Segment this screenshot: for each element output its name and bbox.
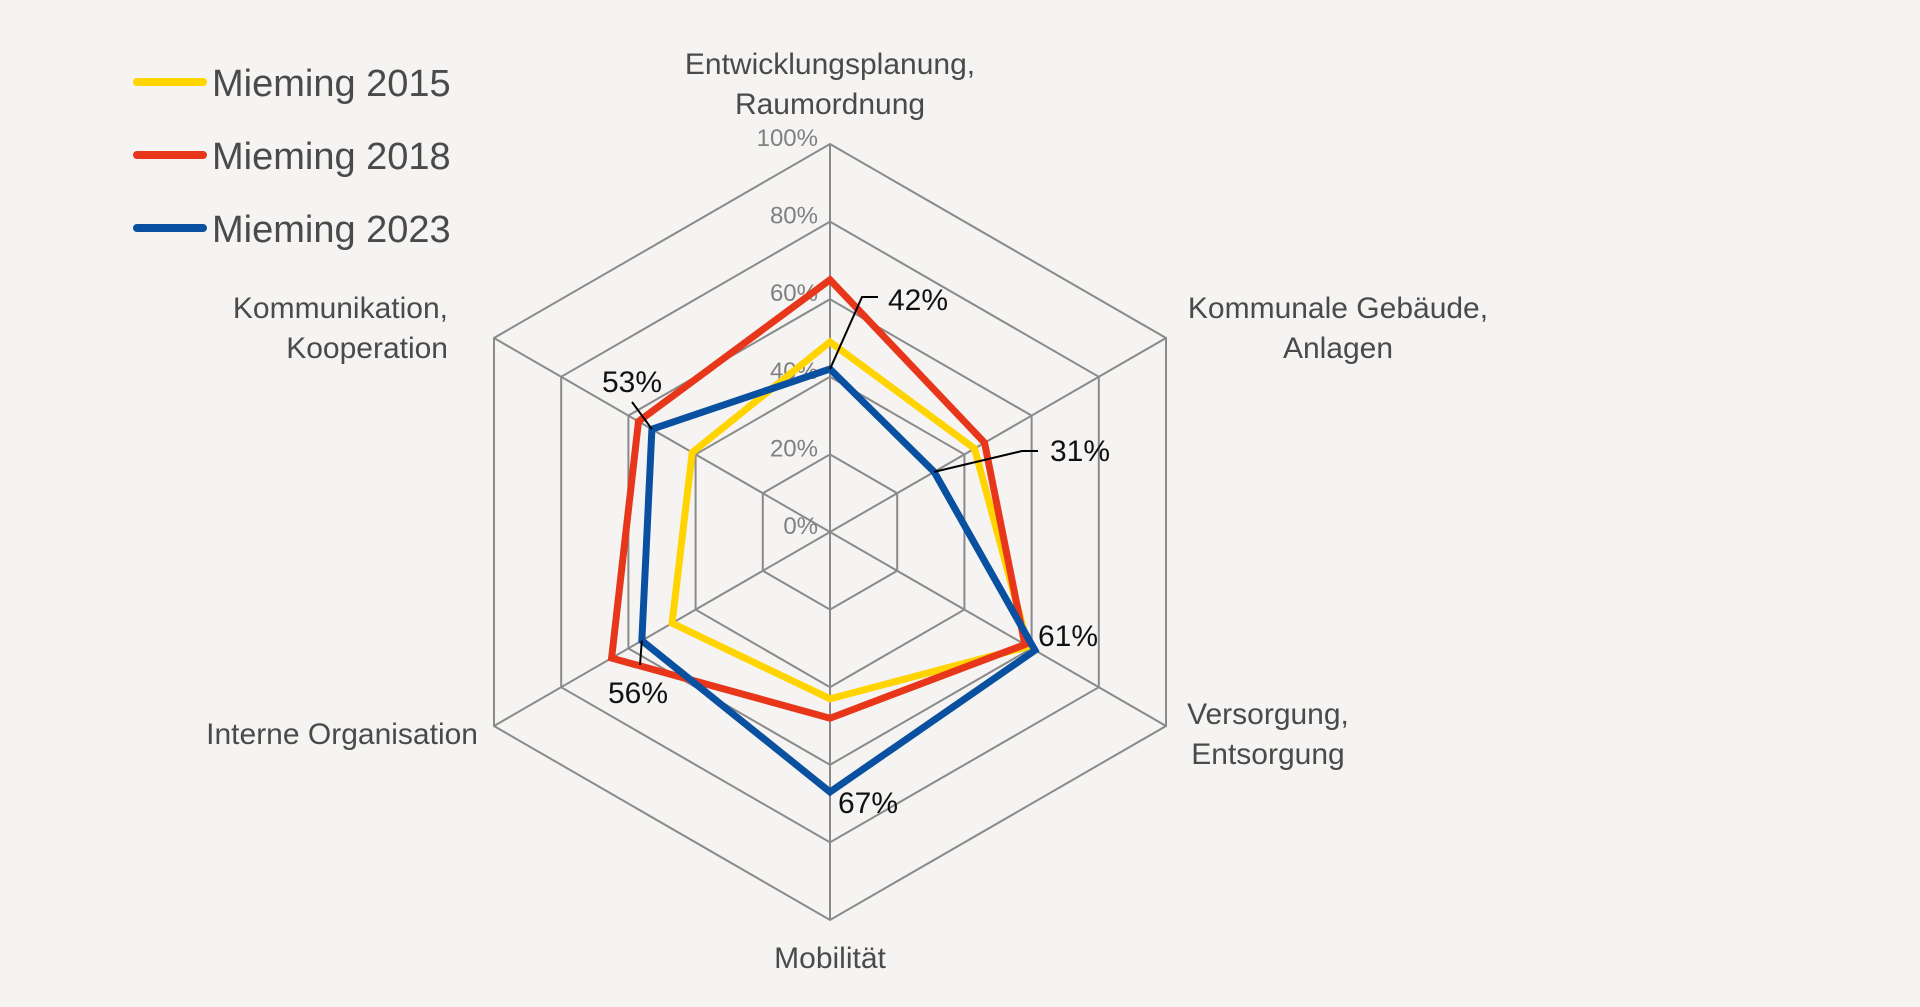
leader-line — [933, 450, 1038, 473]
tick-label: 80% — [770, 203, 818, 230]
tick-labels: 0%20%40%60%80%100% — [757, 125, 818, 540]
tick-label: 100% — [757, 125, 818, 152]
grid-spoke — [829, 531, 1167, 727]
axis-label: Interne Organisation — [206, 718, 478, 751]
tick-label: 0% — [783, 513, 818, 540]
legend-label: Mieming 2023 — [212, 209, 451, 251]
data-label: 42% — [888, 284, 948, 317]
grid-spoke — [493, 531, 831, 727]
grid-spoke — [493, 337, 831, 533]
axis-label: Mobilität — [774, 942, 886, 975]
axis-label: Entwicklungsplanung, Raumordnung — [685, 48, 975, 121]
series-line-mieming-2018 — [607, 275, 1029, 722]
legend-label: Mieming 2018 — [212, 136, 451, 178]
leader-line — [631, 401, 653, 430]
radar-grid — [492, 142, 1168, 922]
grid-spoke — [829, 337, 1167, 533]
leader-line — [639, 640, 643, 666]
legend: Mieming 2015 Mieming 2018 Mieming 2023 — [133, 63, 451, 251]
data-labels: 42% 31% 61% 67% 56% 53% — [602, 284, 1110, 820]
data-label: 31% — [1050, 435, 1110, 468]
data-label: 56% — [608, 677, 668, 710]
data-label: 53% — [602, 366, 662, 399]
series-line-mieming-2015 — [668, 337, 1033, 703]
axis-label: Versorgung, Entsorgung — [1187, 698, 1349, 771]
legend-label: Mieming 2015 — [212, 63, 451, 105]
data-label: 61% — [1038, 620, 1098, 653]
axis-label: Kommunikation, Kooperation — [233, 292, 448, 365]
axis-label: Kommunale Gebäude, Anlagen — [1188, 292, 1488, 365]
tick-label: 20% — [770, 435, 818, 462]
leader-line — [829, 296, 878, 370]
axis-labels: Entwicklungsplanung, Raumordnung Kommunale… — [206, 48, 1488, 975]
data-label: 67% — [838, 787, 898, 820]
